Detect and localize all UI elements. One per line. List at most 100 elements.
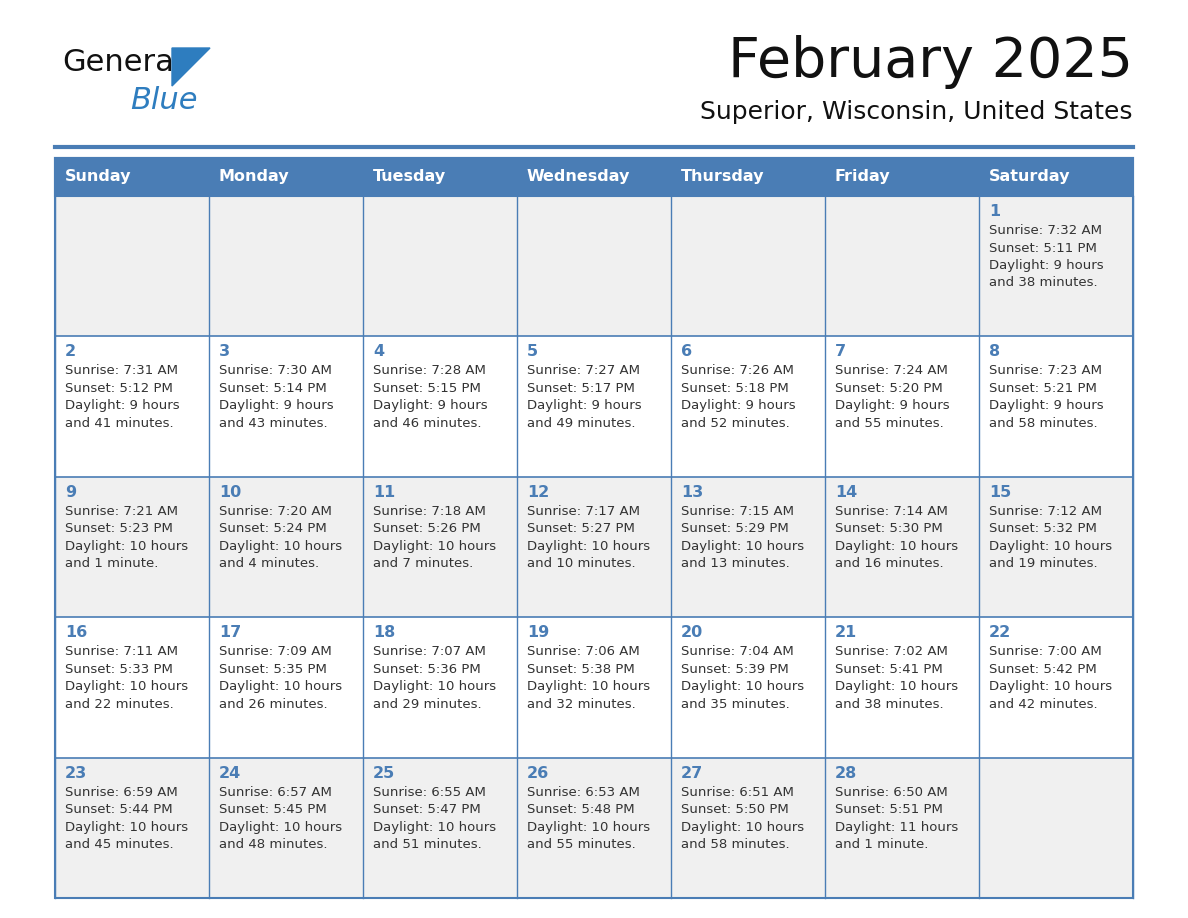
Text: 3: 3 (219, 344, 230, 360)
Bar (824, 617, 979, 757)
Bar (364, 476, 517, 617)
Text: General: General (62, 48, 183, 77)
Bar (209, 617, 364, 757)
Text: 18: 18 (373, 625, 396, 640)
Text: Sunrise: 6:53 AM
Sunset: 5:48 PM
Daylight: 10 hours
and 55 minutes.: Sunrise: 6:53 AM Sunset: 5:48 PM Dayligh… (527, 786, 650, 851)
Text: Tuesday: Tuesday (373, 170, 447, 185)
Bar (671, 158, 824, 196)
Text: Superior, Wisconsin, United States: Superior, Wisconsin, United States (701, 100, 1133, 124)
Text: 15: 15 (988, 485, 1011, 499)
Bar (55, 336, 209, 476)
Text: 7: 7 (835, 344, 846, 360)
Text: 25: 25 (373, 766, 396, 780)
Text: 19: 19 (527, 625, 549, 640)
Bar (517, 196, 671, 336)
Text: Sunrise: 7:21 AM
Sunset: 5:23 PM
Daylight: 10 hours
and 1 minute.: Sunrise: 7:21 AM Sunset: 5:23 PM Dayligh… (65, 505, 188, 570)
Text: Blue: Blue (129, 86, 197, 115)
Text: 24: 24 (219, 766, 241, 780)
Bar (824, 757, 979, 898)
Text: Sunrise: 7:27 AM
Sunset: 5:17 PM
Daylight: 9 hours
and 49 minutes.: Sunrise: 7:27 AM Sunset: 5:17 PM Dayligh… (527, 364, 642, 430)
Bar (979, 617, 1133, 757)
Text: Sunrise: 7:00 AM
Sunset: 5:42 PM
Daylight: 10 hours
and 42 minutes.: Sunrise: 7:00 AM Sunset: 5:42 PM Dayligh… (988, 645, 1112, 711)
Bar (364, 617, 517, 757)
Text: Sunrise: 7:32 AM
Sunset: 5:11 PM
Daylight: 9 hours
and 38 minutes.: Sunrise: 7:32 AM Sunset: 5:11 PM Dayligh… (988, 224, 1104, 289)
Bar (55, 158, 209, 196)
Text: 4: 4 (373, 344, 384, 360)
Bar (517, 617, 671, 757)
Bar (517, 158, 671, 196)
Text: 8: 8 (988, 344, 1000, 360)
Text: 11: 11 (373, 485, 396, 499)
Bar (364, 196, 517, 336)
Text: 14: 14 (835, 485, 858, 499)
Text: Sunrise: 7:04 AM
Sunset: 5:39 PM
Daylight: 10 hours
and 35 minutes.: Sunrise: 7:04 AM Sunset: 5:39 PM Dayligh… (681, 645, 804, 711)
Bar (824, 158, 979, 196)
Text: 5: 5 (527, 344, 538, 360)
Text: Sunday: Sunday (65, 170, 132, 185)
Bar (979, 757, 1133, 898)
Text: Sunrise: 7:30 AM
Sunset: 5:14 PM
Daylight: 9 hours
and 43 minutes.: Sunrise: 7:30 AM Sunset: 5:14 PM Dayligh… (219, 364, 334, 430)
Bar (364, 158, 517, 196)
Bar (55, 757, 209, 898)
Text: 27: 27 (681, 766, 703, 780)
Text: Sunrise: 7:18 AM
Sunset: 5:26 PM
Daylight: 10 hours
and 7 minutes.: Sunrise: 7:18 AM Sunset: 5:26 PM Dayligh… (373, 505, 497, 570)
Bar (209, 476, 364, 617)
Text: Sunrise: 6:57 AM
Sunset: 5:45 PM
Daylight: 10 hours
and 48 minutes.: Sunrise: 6:57 AM Sunset: 5:45 PM Dayligh… (219, 786, 342, 851)
Text: Wednesday: Wednesday (527, 170, 631, 185)
Bar (209, 336, 364, 476)
Text: 12: 12 (527, 485, 549, 499)
Text: Sunrise: 7:20 AM
Sunset: 5:24 PM
Daylight: 10 hours
and 4 minutes.: Sunrise: 7:20 AM Sunset: 5:24 PM Dayligh… (219, 505, 342, 570)
Bar (55, 617, 209, 757)
Bar (671, 196, 824, 336)
Polygon shape (172, 48, 210, 86)
Text: Sunrise: 6:55 AM
Sunset: 5:47 PM
Daylight: 10 hours
and 51 minutes.: Sunrise: 6:55 AM Sunset: 5:47 PM Dayligh… (373, 786, 497, 851)
Bar (824, 196, 979, 336)
Text: Sunrise: 7:06 AM
Sunset: 5:38 PM
Daylight: 10 hours
and 32 minutes.: Sunrise: 7:06 AM Sunset: 5:38 PM Dayligh… (527, 645, 650, 711)
Text: 2: 2 (65, 344, 76, 360)
Text: 21: 21 (835, 625, 858, 640)
Text: Friday: Friday (835, 170, 891, 185)
Text: 6: 6 (681, 344, 693, 360)
Bar (209, 757, 364, 898)
Text: Sunrise: 7:14 AM
Sunset: 5:30 PM
Daylight: 10 hours
and 16 minutes.: Sunrise: 7:14 AM Sunset: 5:30 PM Dayligh… (835, 505, 959, 570)
Text: 1: 1 (988, 204, 1000, 219)
Text: Sunrise: 7:17 AM
Sunset: 5:27 PM
Daylight: 10 hours
and 10 minutes.: Sunrise: 7:17 AM Sunset: 5:27 PM Dayligh… (527, 505, 650, 570)
Text: Sunrise: 7:23 AM
Sunset: 5:21 PM
Daylight: 9 hours
and 58 minutes.: Sunrise: 7:23 AM Sunset: 5:21 PM Dayligh… (988, 364, 1104, 430)
Bar (55, 158, 1133, 898)
Bar (979, 476, 1133, 617)
Bar (671, 757, 824, 898)
Text: Sunrise: 6:50 AM
Sunset: 5:51 PM
Daylight: 11 hours
and 1 minute.: Sunrise: 6:50 AM Sunset: 5:51 PM Dayligh… (835, 786, 959, 851)
Text: Sunrise: 7:26 AM
Sunset: 5:18 PM
Daylight: 9 hours
and 52 minutes.: Sunrise: 7:26 AM Sunset: 5:18 PM Dayligh… (681, 364, 796, 430)
Text: Sunrise: 7:02 AM
Sunset: 5:41 PM
Daylight: 10 hours
and 38 minutes.: Sunrise: 7:02 AM Sunset: 5:41 PM Dayligh… (835, 645, 959, 711)
Bar (364, 757, 517, 898)
Bar (824, 336, 979, 476)
Bar (979, 336, 1133, 476)
Bar (209, 158, 364, 196)
Text: Thursday: Thursday (681, 170, 765, 185)
Bar (55, 158, 1133, 196)
Text: February 2025: February 2025 (728, 35, 1133, 89)
Text: Sunrise: 7:11 AM
Sunset: 5:33 PM
Daylight: 10 hours
and 22 minutes.: Sunrise: 7:11 AM Sunset: 5:33 PM Dayligh… (65, 645, 188, 711)
Bar (671, 617, 824, 757)
Text: 17: 17 (219, 625, 241, 640)
Bar (517, 476, 671, 617)
Bar (671, 336, 824, 476)
Text: 10: 10 (219, 485, 241, 499)
Bar (209, 196, 364, 336)
Text: Sunrise: 7:12 AM
Sunset: 5:32 PM
Daylight: 10 hours
and 19 minutes.: Sunrise: 7:12 AM Sunset: 5:32 PM Dayligh… (988, 505, 1112, 570)
Text: Monday: Monday (219, 170, 290, 185)
Bar (517, 757, 671, 898)
Text: Saturday: Saturday (988, 170, 1070, 185)
Text: Sunrise: 6:59 AM
Sunset: 5:44 PM
Daylight: 10 hours
and 45 minutes.: Sunrise: 6:59 AM Sunset: 5:44 PM Dayligh… (65, 786, 188, 851)
Text: Sunrise: 7:24 AM
Sunset: 5:20 PM
Daylight: 9 hours
and 55 minutes.: Sunrise: 7:24 AM Sunset: 5:20 PM Dayligh… (835, 364, 949, 430)
Text: Sunrise: 7:07 AM
Sunset: 5:36 PM
Daylight: 10 hours
and 29 minutes.: Sunrise: 7:07 AM Sunset: 5:36 PM Dayligh… (373, 645, 497, 711)
Text: 20: 20 (681, 625, 703, 640)
Text: 28: 28 (835, 766, 858, 780)
Text: 26: 26 (527, 766, 549, 780)
Bar (517, 336, 671, 476)
Bar (824, 476, 979, 617)
Text: Sunrise: 7:09 AM
Sunset: 5:35 PM
Daylight: 10 hours
and 26 minutes.: Sunrise: 7:09 AM Sunset: 5:35 PM Dayligh… (219, 645, 342, 711)
Bar (55, 196, 209, 336)
Text: 16: 16 (65, 625, 87, 640)
Bar (364, 336, 517, 476)
